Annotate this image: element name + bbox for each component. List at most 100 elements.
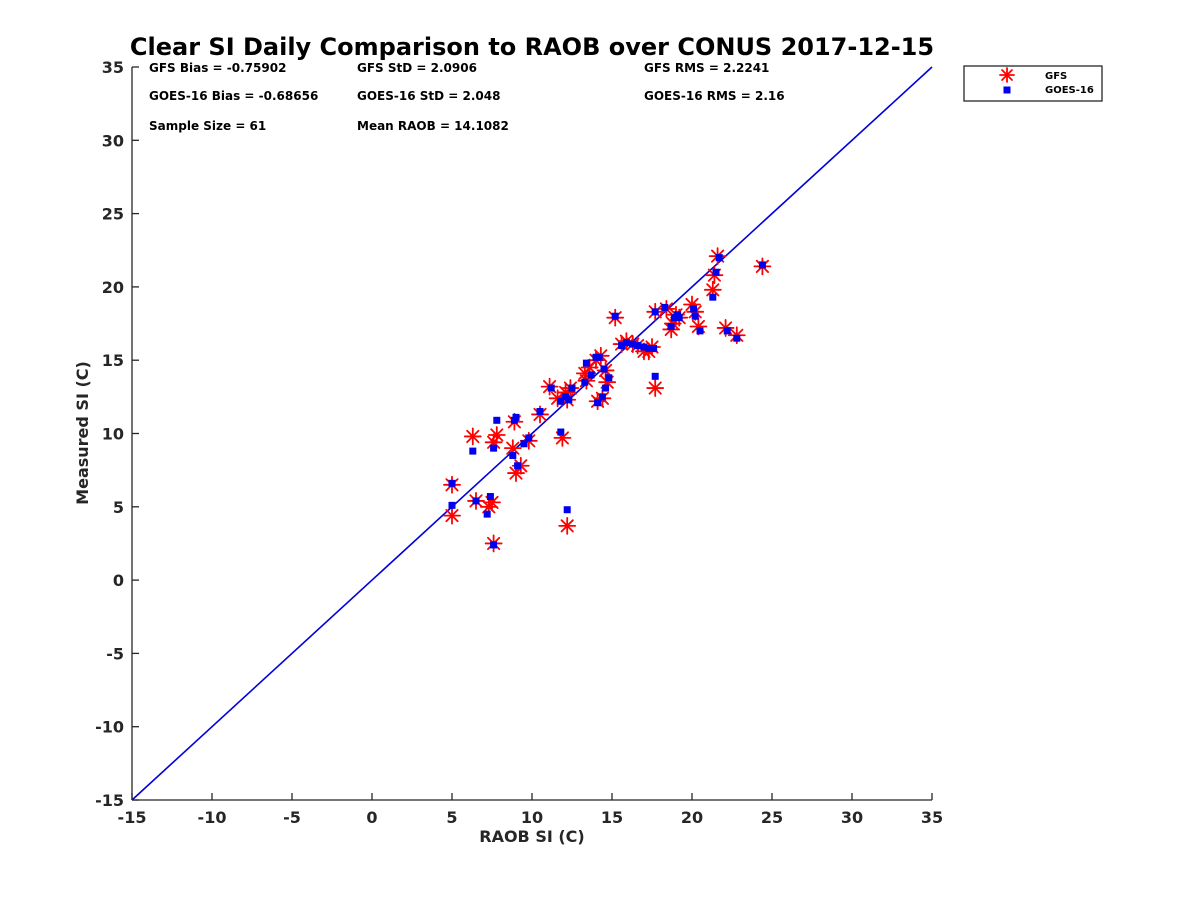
legend-gfs-label: GFS — [1045, 71, 1067, 82]
goes16-point — [629, 340, 637, 348]
goes16-point — [490, 444, 498, 452]
goes16-point — [600, 365, 608, 373]
x-tick-label: 35 — [921, 808, 943, 827]
goes16-point — [667, 322, 675, 330]
y-axis-ticks: -15 -10 -5 0 5 10 15 20 25 30 35 — [95, 58, 139, 810]
stat-goes16-rms: GOES-16 RMS = 2.16 — [644, 89, 785, 103]
goes16-point — [563, 506, 571, 514]
y-tick-label: 35 — [102, 58, 124, 77]
goes16-point — [651, 308, 659, 316]
y-tick-label: 10 — [102, 425, 124, 444]
goes16-point — [634, 342, 642, 350]
axes: -15 -10 -5 0 5 10 15 20 25 30 35 -15 -10 -5 0 5 10 15 20 2… — [95, 58, 943, 827]
stat-gfs-bias: GFS Bias = -0.75902 — [149, 61, 286, 75]
stat-gfs-rms: GFS RMS = 2.2241 — [644, 61, 769, 75]
y-tick-label: 15 — [102, 351, 124, 370]
goes16-point — [557, 428, 565, 436]
x-tick-label: -15 — [118, 808, 147, 827]
goes16-point — [712, 268, 720, 276]
goes16-point — [605, 374, 613, 382]
x-tick-label: 0 — [366, 808, 377, 827]
goes16-point — [582, 359, 590, 367]
goes16-point — [691, 312, 699, 320]
goes16-point — [568, 384, 576, 392]
statistics-annotations: GFS Bias = -0.75902 GFS StD = 2.0906 GFS… — [149, 61, 785, 133]
goes16-point — [557, 397, 565, 405]
x-tick-label: 5 — [446, 808, 457, 827]
one-to-one-reference-line — [131, 66, 933, 801]
legend-goes16-square — [1003, 86, 1011, 94]
stat-goes16-bias: GOES-16 Bias = -0.68656 — [149, 89, 318, 103]
x-tick-label: 20 — [681, 808, 703, 827]
gfs-point — [703, 280, 722, 299]
gfs-point — [646, 379, 665, 397]
goes16-point — [565, 396, 573, 404]
goes16-point — [525, 434, 533, 442]
x-axis-label: RAOB SI (C) — [479, 827, 584, 846]
y-tick-label: 25 — [102, 205, 124, 224]
stat-goes16-std: GOES-16 StD = 2.048 — [357, 89, 500, 103]
x-tick-label: 10 — [521, 808, 543, 827]
goes16-point — [472, 497, 480, 505]
legend-box — [963, 65, 1103, 102]
goes16-point — [758, 261, 766, 269]
goes16-point — [622, 339, 630, 347]
goes16-point — [483, 510, 491, 518]
y-tick-label: 20 — [102, 278, 124, 297]
goes16-point — [696, 327, 704, 335]
goes16-point — [490, 541, 498, 549]
x-axis-ticks: -15 -10 -5 0 5 10 15 20 25 30 35 — [118, 793, 943, 827]
gfs-point — [463, 427, 482, 446]
goes16-series — [448, 254, 766, 549]
x-tick-label: 15 — [601, 808, 623, 827]
goes16-point — [509, 451, 517, 459]
goes16-point — [618, 342, 626, 350]
goes16-point — [723, 327, 731, 335]
gfs-point — [487, 426, 506, 444]
goes16-point — [469, 447, 477, 455]
goes16-point — [520, 440, 528, 448]
legend-goes16-marker — [1003, 86, 1011, 94]
y-tick-label: -15 — [95, 791, 124, 810]
legend-gfs-asterisk — [999, 67, 1015, 83]
goes16-point — [514, 462, 522, 470]
goes16-point — [661, 303, 669, 311]
stat-sample-size: Sample Size = 61 — [149, 119, 266, 133]
goes16-point — [602, 384, 610, 392]
legend: GFS GOES-16 — [963, 65, 1103, 102]
plot-area — [131, 66, 933, 801]
goes16-point — [709, 293, 717, 301]
goes16-point — [675, 314, 683, 322]
goes16-point — [650, 344, 658, 352]
goes16-point — [512, 413, 520, 421]
stat-mean-raob: Mean RAOB = 14.1082 — [357, 119, 509, 133]
x-tick-label: 30 — [841, 808, 863, 827]
goes16-point — [733, 334, 741, 342]
x-tick-label: -5 — [283, 808, 301, 827]
x-tick-label: 25 — [761, 808, 783, 827]
goes16-point — [536, 408, 544, 416]
goes16-point — [547, 384, 555, 392]
y-tick-label: 0 — [113, 571, 124, 590]
goes16-point — [715, 254, 723, 262]
goes16-point — [651, 372, 659, 380]
stat-gfs-std: GFS StD = 2.0906 — [357, 61, 477, 75]
chart-title: Clear SI Daily Comparison to RAOB over C… — [130, 33, 934, 61]
y-tick-label: 30 — [102, 131, 124, 150]
goes16-point — [598, 393, 606, 401]
x-tick-label: -10 — [198, 808, 227, 827]
gfs-point — [484, 433, 503, 452]
y-axis-label: Measured SI (C) — [73, 361, 92, 505]
goes16-point — [594, 399, 602, 407]
goes16-point — [448, 479, 456, 487]
gfs-point — [443, 506, 461, 525]
goes16-point — [486, 493, 494, 501]
goes16-point — [587, 371, 595, 379]
y-tick-label: 5 — [113, 498, 124, 517]
gfs-point — [558, 516, 577, 535]
y-tick-label: -5 — [106, 644, 124, 663]
goes16-point — [595, 353, 603, 361]
y-tick-label: -10 — [95, 718, 124, 737]
goes16-point — [493, 416, 501, 424]
